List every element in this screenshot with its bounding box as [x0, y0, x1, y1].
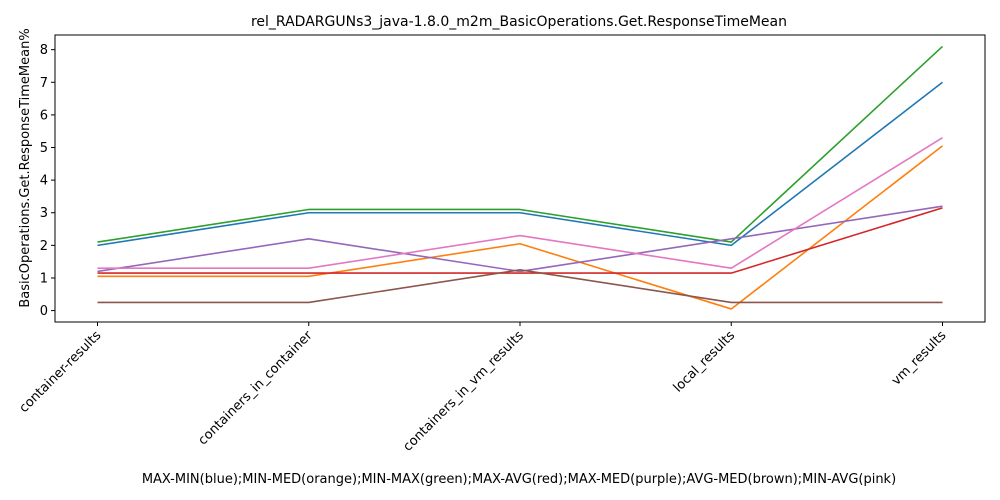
series-line-4 — [97, 205, 943, 273]
y-axis: 0 1 2 3 4 5 6 7 8 — [40, 43, 55, 319]
x-tick-label-0: container-results — [17, 328, 105, 416]
y-tick-label-5: 5 — [40, 141, 48, 156]
series-line-3 — [97, 207, 943, 274]
y-tick-label-1: 1 — [40, 271, 48, 286]
series-line-6 — [97, 137, 943, 269]
chart-title: rel_RADARGUNs3_java-1.8.0_m2m_BasicOpera… — [251, 14, 787, 30]
plot-lines — [97, 45, 944, 310]
x-tick-label-4: vm_results — [889, 328, 950, 389]
series-line-5 — [97, 269, 943, 304]
y-tick-label-6: 6 — [40, 108, 48, 123]
x-axis-label: MAX-MIN(blue);MIN-MED(orange);MIN-MAX(gr… — [142, 472, 896, 487]
series-line-1 — [97, 145, 943, 310]
y-tick-label-7: 7 — [40, 76, 48, 91]
series-line-0 — [97, 81, 943, 247]
y-tick-label-8: 8 — [40, 43, 48, 58]
y-tick-label-2: 2 — [40, 239, 48, 254]
x-axis: container-results containers_in_container… — [17, 322, 950, 455]
y-tick-label-3: 3 — [40, 206, 48, 221]
plot-frame — [54, 34, 986, 323]
x-tick-label-3: local_results — [671, 328, 739, 396]
y-tick-label-0: 0 — [40, 304, 48, 319]
x-tick-label-1: containers_in_container — [195, 328, 316, 449]
y-tick-label-4: 4 — [40, 174, 48, 189]
series-line-2 — [97, 45, 944, 243]
x-tick-label-2: containers_in_vm_results — [401, 328, 527, 454]
y-axis-label: BasicOperations.Get.ResponseTimeMean% — [18, 28, 33, 307]
